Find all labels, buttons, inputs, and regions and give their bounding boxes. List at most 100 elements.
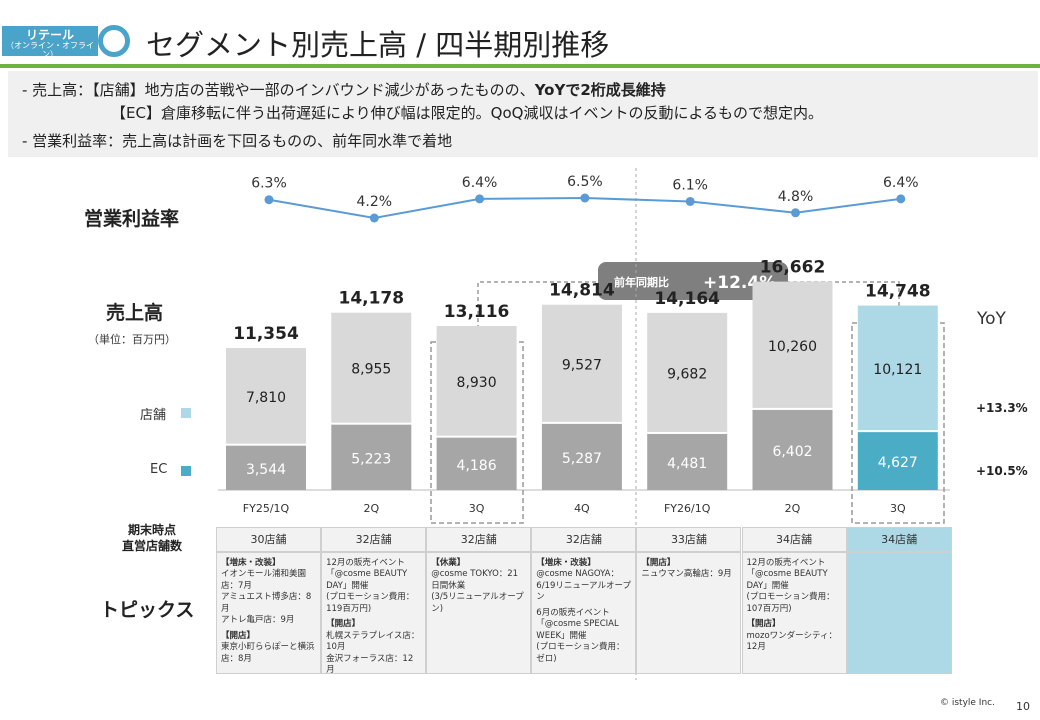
ec-value-label-3: 5,287 <box>562 451 602 467</box>
topic-body: mozoワンダーシティ：12月 <box>746 630 837 653</box>
store-count-5: 34店舗 <box>741 527 847 552</box>
total-label-0: 11,354 <box>233 324 299 344</box>
topic-body: ニュウマン高輪店：9月 <box>641 569 732 580</box>
topic-body: 12月の販売イベント 「@cosme BEAUTY DAY」開催 (プロモーショ… <box>326 558 415 614</box>
yoy-callout-label: 前年同期比 <box>614 275 669 289</box>
op-margin-label-0: 6.3% <box>251 176 287 192</box>
total-label-4: 14,164 <box>654 289 720 309</box>
x-tick-label-1: 2Q <box>363 502 379 515</box>
topics-row: 【増床・改装】イオンモール浦和美園店：7月 アミュエスト博多店：8月 アトレ亀戸… <box>216 552 952 674</box>
bar-ec-4 <box>647 433 728 490</box>
store-value-label-6: 10,121 <box>873 362 922 378</box>
op-margin-label-5: 4.8% <box>778 189 814 205</box>
topic-cell-3: 【増床・改装】 @cosme NAGOYA：6/19リニューアルオープン 6月の販売… <box>531 552 637 674</box>
store-value-label-4: 9,682 <box>667 366 707 382</box>
copyright: © istyle Inc. <box>940 698 995 708</box>
ec-legend-label: EC <box>150 462 168 477</box>
store-count-6: 34店舗 <box>846 527 952 552</box>
topic-title: 【開店】 <box>326 619 361 630</box>
ec-value-label-4: 4,481 <box>667 456 707 472</box>
bar-ec-2 <box>436 437 517 490</box>
op-margin-point-0 <box>264 195 274 205</box>
bar-ec-5 <box>752 409 833 490</box>
bar-ec-3 <box>541 423 622 490</box>
yoy-header: YoY <box>977 309 1006 329</box>
yoy-ec-value: +10.5% <box>976 464 1028 478</box>
topic-cell-2: 【休業】 @cosme TOKYO：21日間休業 (3/5リニューアルオープン) <box>426 552 532 674</box>
store-count-0: 30店舗 <box>216 527 322 552</box>
bar-store-0 <box>226 348 306 444</box>
topic-cell-4: 【開店】 ニュウマン高輪店：9月 <box>636 552 742 674</box>
ec-value-label-1: 5,223 <box>351 451 391 467</box>
topic-body: 東京小町ららぽーと横浜店：8月 <box>221 642 315 664</box>
store-count-3: 32店舗 <box>531 527 637 552</box>
topic-title: 【休業】 <box>431 558 466 568</box>
summary-box: - 売上高：【店舗】地方店の苦戦や一部のインバウンド減少があったものの、YoYで… <box>8 71 1038 157</box>
segment-badge: リテール （オンライン・オフライン） <box>2 26 98 59</box>
bar-store-3 <box>541 304 622 422</box>
ec-legend-swatch <box>181 466 191 476</box>
topic-title: 【増床・改装】 <box>536 558 596 568</box>
x-tick-label-5: 2Q <box>785 502 801 515</box>
topic-body: 12月の販売イベント 「@cosme BEAUTY DAY」開催 (プロモーショ… <box>746 558 835 614</box>
bar-ec-6 <box>857 432 938 490</box>
topic-body: 札幌ステラプレイス店：10月 金沢フォーラス店：12月 <box>326 630 420 674</box>
store-count-2: 32店舗 <box>426 527 532 552</box>
op-margin-label-4: 6.1% <box>672 177 708 193</box>
total-label-1: 14,178 <box>338 289 404 309</box>
yoy-callout-box <box>598 262 788 300</box>
ec-value-label-5: 6,402 <box>772 444 812 460</box>
unit-label: （単位：百万円） <box>88 333 176 346</box>
store-count-1: 32店舗 <box>321 527 427 552</box>
op-margin-point-6 <box>896 194 906 204</box>
topic-title: 【開店】 <box>641 558 676 568</box>
op-margin-label: 営業利益率 <box>84 208 180 230</box>
yoy-store-value: +13.3% <box>976 401 1028 415</box>
ec-value-label-6: 4,627 <box>878 455 918 471</box>
x-tick-label-3: 4Q <box>574 502 590 515</box>
total-label-3: 14,814 <box>549 281 615 301</box>
x-tick-label-4: FY26/1Q <box>664 502 711 515</box>
topic-body: @cosme TOKYO：21日間休業 (3/5リニューアルオープン) <box>431 569 524 614</box>
op-margin-label-3: 6.5% <box>567 174 603 190</box>
summary-line-2: 【EC】倉庫移転に伴う出荷遅延により伸び幅は限定的。QoQ減収はイベントの反動に… <box>111 104 823 122</box>
bar-store-5 <box>752 281 833 408</box>
summary-line-1-bold: YoYで2桁成長維持 <box>534 81 666 99</box>
topic-cell-5: 12月の販売イベント 「@cosme BEAUTY DAY」開催 (プロモーショ… <box>741 552 847 674</box>
segment-badge-subtitle: （オンライン・オフライン） <box>6 41 94 59</box>
store-value-label-0: 7,810 <box>246 390 286 406</box>
ec-value-label-0: 3,544 <box>246 462 286 478</box>
topic-body: 6月の販売イベント 「@cosme SPECIAL WEEK」開催 (プロモーシ… <box>536 607 625 664</box>
bar-store-1 <box>331 312 412 423</box>
store-count-4: 33店舗 <box>636 527 742 552</box>
title-divider <box>0 64 1040 68</box>
topic-title: 【開店】 <box>221 630 256 641</box>
sales-label: 売上高 <box>106 302 164 324</box>
op-margin-point-4 <box>685 196 695 206</box>
topics-header: トピックス <box>100 599 195 621</box>
total-label-2: 13,116 <box>444 302 510 322</box>
bar-ec-0 <box>226 445 306 490</box>
bar-store-6 <box>857 305 938 431</box>
topic-title: 【開店】 <box>746 619 781 630</box>
store-value-label-2: 8,930 <box>457 375 497 391</box>
ec-value-label-2: 4,186 <box>457 458 497 474</box>
op-margin-point-1 <box>369 213 379 223</box>
store-legend-label: 店舗 <box>140 408 167 423</box>
op-margin-point-2 <box>475 194 485 204</box>
topic-body: イオンモール浦和美園店：7月 アミュエスト博多店：8月 アトレ亀戸店：9月 <box>221 569 312 626</box>
store-value-label-3: 9,527 <box>562 357 602 373</box>
op-margin-label-6: 6.4% <box>883 175 919 191</box>
store-value-label-5: 10,260 <box>768 339 817 355</box>
x-tick-label-6: 3Q <box>890 502 906 515</box>
op-margin-label-1: 4.2% <box>357 194 393 210</box>
topic-cell-6 <box>846 552 952 674</box>
page-title: セグメント別売上高 / 四半期別推移 <box>146 28 610 62</box>
store-value-label-1: 8,955 <box>351 362 391 378</box>
stores-row: 30店舗 32店舗 32店舗 32店舗 33店舗 34店舗 34店舗 <box>216 527 952 552</box>
x-tick-label-0: FY25/1Q <box>243 502 290 515</box>
page-number: 10 <box>1016 700 1030 713</box>
bar-store-4 <box>647 312 728 432</box>
x-tick-label-2: 3Q <box>469 502 485 515</box>
